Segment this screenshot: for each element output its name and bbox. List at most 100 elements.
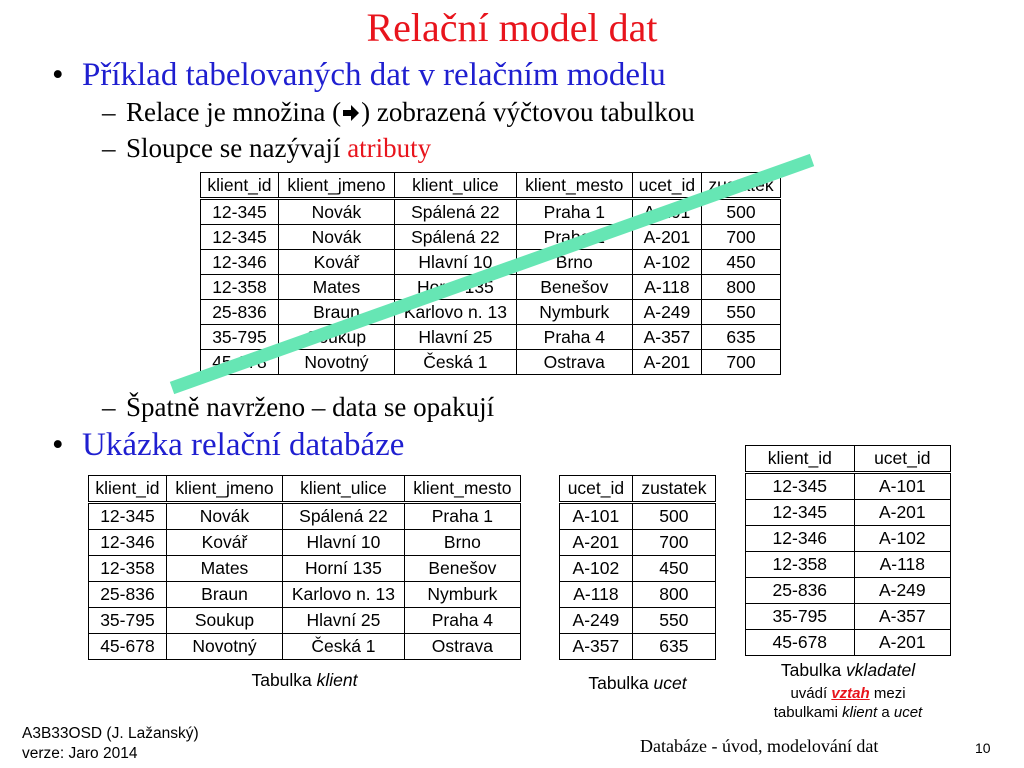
table-cell: Nymburk (403, 581, 522, 608)
table-row: A-357 635 (559, 633, 717, 660)
table-cell: A-102 (559, 555, 633, 582)
table-cell: 550 (701, 299, 781, 325)
slide-title: Relační model dat (366, 5, 658, 50)
caption-table-name: klient (316, 670, 358, 690)
table-cell: A-249 (853, 577, 952, 604)
relationship-highlight: vztah (831, 685, 870, 702)
table-cell: Ostrava (515, 349, 633, 375)
table-cell: 450 (701, 249, 781, 275)
table-cell: Horní 135 (282, 555, 405, 582)
ucet-caption: Tabulka ucet (559, 673, 716, 694)
klient-table: klient_id klient_jmeno klient_ulice klient_… (88, 475, 522, 660)
table-cell: A-101 (853, 472, 952, 500)
column-header: zustatek (631, 475, 717, 504)
table-cell: A-249 (559, 607, 633, 634)
bullet-relational-db-text: Ukázka relační databáze (82, 427, 405, 463)
table-row: 45-678 Novotný Česká 1 Ostrava (88, 633, 522, 660)
sub-bullet-columns-pre: Sloupce se nazývají (126, 133, 348, 163)
table-cell: 35-795 (88, 607, 167, 634)
table-row: 12-345 A-201 (745, 499, 952, 526)
note-text: mezi (869, 685, 906, 702)
table-cell: Benešov (515, 274, 633, 300)
table-row: 35-795 Soukup Hlavní 25 Praha 4 A-357 635 (200, 324, 781, 350)
table-cell: 550 (631, 607, 717, 634)
table-cell: Kovář (165, 529, 284, 556)
table-cell: 12-345 (745, 499, 855, 526)
table-row: A-118 800 (559, 581, 717, 608)
sub-bullet-relation: – Relace je množina () zobrazená výčtovou… (102, 96, 695, 128)
sub-bullet-columns: – Sloupce se nazývají atributy (102, 132, 431, 164)
column-header: klient_jmeno (277, 172, 396, 200)
table-cell: 12-345 (88, 502, 167, 530)
table-cell: 35-795 (200, 324, 279, 350)
table-cell: A-101 (559, 502, 633, 530)
column-header: klient_ulice (282, 475, 405, 504)
table-cell: A-201 (559, 529, 633, 556)
table-cell: Praha 4 (515, 324, 633, 350)
table-cell: Nymburk (515, 299, 633, 325)
column-header: klient_jmeno (165, 475, 284, 504)
table-row: 12-346 Kovář Hlavní 10 Brno (88, 529, 522, 556)
sub-bullet-bad-design: – Špatně navrženo – data se opakují (102, 391, 494, 423)
table-cell: Novák (277, 224, 396, 250)
caption-prefix: Tabulka (251, 670, 317, 690)
table-cell: Karlovo n. 13 (282, 581, 405, 608)
table-cell: A-118 (853, 551, 952, 578)
highlight-stripe (169, 153, 815, 395)
table-cell: Novák (277, 198, 396, 225)
table-cell: 12-346 (745, 525, 855, 552)
table-cell: 700 (631, 529, 717, 556)
bullet-dot: • (52, 57, 64, 93)
table-cell: A-201 (631, 224, 703, 250)
table-row: 12-358 A-118 (745, 551, 952, 578)
column-header: klient_id (88, 475, 167, 504)
table-cell: 12-358 (200, 274, 279, 300)
footer-version: verze: Jaro 2014 (22, 745, 138, 762)
dash: – (102, 97, 116, 127)
table-cell: Brno (403, 529, 522, 556)
table-row: A-102 450 (559, 555, 717, 582)
note-text: uvádí (790, 685, 832, 702)
table-row: 25-836 A-249 (745, 577, 952, 604)
table-cell: Česká 1 (394, 349, 517, 375)
table-cell: A-357 (631, 324, 703, 350)
note-text: a (877, 704, 894, 721)
sub-bullet-bad-design-text: Špatně navrženo – data se opakují (126, 392, 495, 422)
table-row: 35-795 A-357 (745, 603, 952, 630)
table-cell: 500 (701, 198, 781, 225)
table-cell: Soukup (165, 607, 284, 634)
vkladatel-caption: Tabulka vkladatel (745, 660, 951, 681)
sub-bullet-relation-pre: Relace je množina ( (126, 97, 342, 127)
table-cell: A-118 (559, 581, 633, 608)
table-cell: Spálená 22 (282, 502, 405, 530)
table-cell: 45-678 (745, 629, 855, 656)
table-row: A-201 700 (559, 529, 717, 556)
vkladatel-note-line1: uvádí vztah mezi (745, 684, 951, 703)
table-cell: Ostrava (403, 633, 522, 660)
caption-table-name: vkladatel (846, 660, 916, 680)
table-cell: 700 (701, 349, 781, 375)
table-cell: 12-358 (745, 551, 855, 578)
table-cell: Mates (165, 555, 284, 582)
table-row: 12-345 Novák Spálená 22 Praha 1 (88, 502, 522, 530)
footer-course: A3B33OSD (J. Lažanský) (22, 725, 199, 742)
table-cell: Novotný (277, 349, 396, 375)
ucet-table: ucet_id zustatek A-101 500 A-201 700 A-102 450… (559, 475, 717, 660)
table-cell: Česká 1 (282, 633, 405, 660)
arrow-right-icon (343, 105, 360, 121)
table-cell: A-357 (559, 633, 633, 660)
column-header: klient_ulice (394, 172, 517, 200)
table-cell: Novák (165, 502, 284, 530)
note-table-ucet: ucet (893, 704, 923, 721)
caption-prefix: Tabulka (780, 660, 847, 680)
table-row: 35-795 Soukup Hlavní 25 Praha 4 (88, 607, 522, 634)
table-cell: Braun (165, 581, 284, 608)
column-header: ucet_id (853, 445, 952, 474)
table-cell: A-118 (631, 274, 703, 300)
table-cell: Novotný (165, 633, 284, 660)
bullet-example: • Příklad tabelovaných dat v relačním mod… (52, 56, 666, 94)
table-cell: Praha 1 (515, 198, 633, 225)
table-cell: A-357 (853, 603, 952, 630)
table-cell: 12-346 (88, 529, 167, 556)
